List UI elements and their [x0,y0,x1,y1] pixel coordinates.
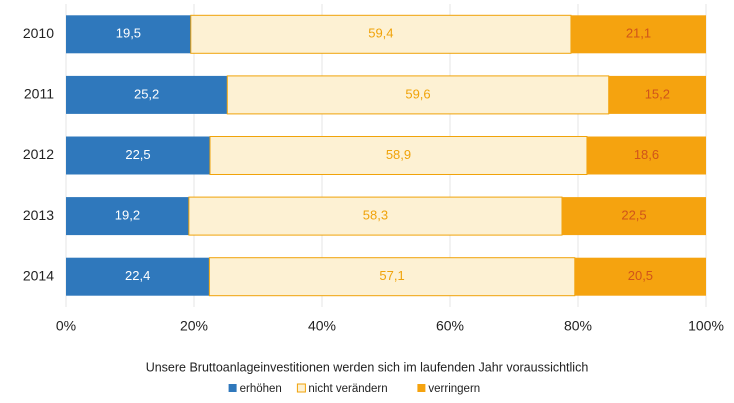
x-axis-label: Unsere Bruttoanlageinvestitionen werden … [146,360,589,374]
legend-label: verringern [428,383,480,395]
bar-segment [66,15,191,54]
legend-swatch [228,384,237,392]
data-label: 22,4 [125,268,150,283]
y-tick-label: 2012 [23,146,54,162]
bar-segment [208,257,576,297]
data-label: 19,2 [115,208,140,223]
data-label: 57,1 [379,268,404,283]
y-tick-label: 2010 [23,25,54,41]
data-label: 25,2 [134,86,159,101]
data-label: 18,6 [634,147,659,162]
y-tick-label: 2013 [23,207,54,223]
data-label: 58,9 [386,147,411,162]
data-label: 59,4 [368,26,393,41]
bar-segment [570,15,706,54]
legend-swatch [296,383,306,393]
data-label: 58,3 [363,208,388,223]
y-tick-label: 2014 [23,267,54,283]
bar-segment [66,75,228,114]
bar-segment [608,75,706,114]
x-tick-label: 40% [308,318,336,334]
data-label: 15,2 [645,86,670,101]
data-label: 59,6 [405,86,430,101]
data-label: 20,5 [628,268,653,283]
x-tick-label: 100% [688,318,724,334]
bar-segment [586,136,706,175]
data-label: 22,5 [621,208,646,223]
x-tick-label: 80% [564,318,592,334]
data-label: 19,5 [116,26,141,41]
x-tick-label: 0% [56,318,76,334]
bar-segment [66,257,210,296]
bar-segment [188,196,563,236]
data-label: 22,5 [125,147,150,162]
x-tick-label: 60% [436,318,464,334]
x-tick-label: 20% [180,318,208,334]
bar-segment [574,257,706,296]
bar-segment [209,136,588,175]
legend-swatch [417,384,426,392]
data-label: 21,1 [626,26,651,41]
legend-label: nicht verändern [308,383,387,395]
bar-segment [562,197,706,236]
legend-label: erhöhen [240,383,282,395]
bar-segment [66,197,189,236]
y-tick-label: 2011 [24,86,54,102]
bar-segment [66,136,210,175]
